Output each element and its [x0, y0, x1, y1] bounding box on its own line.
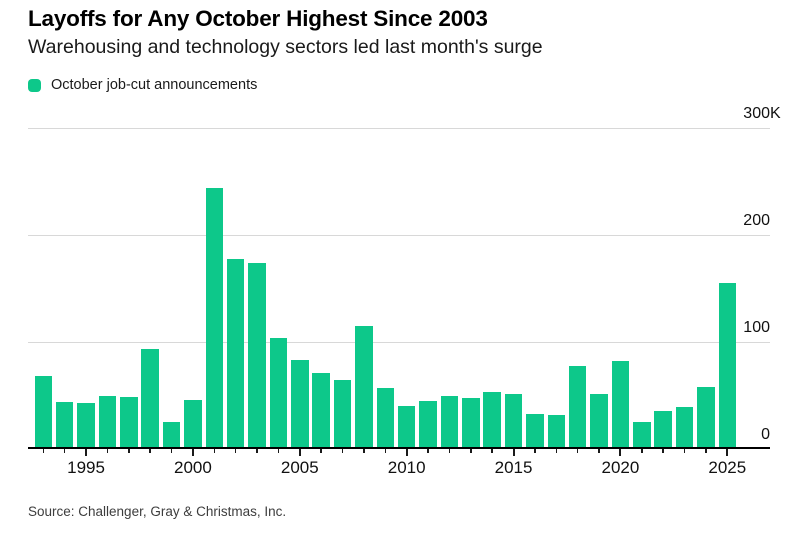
- x-tick-2012: [448, 449, 451, 453]
- bar-2003: [248, 262, 266, 447]
- x-tick-2002: [234, 449, 237, 453]
- bar-2009: [376, 388, 395, 447]
- x-tick-2024: [705, 449, 707, 453]
- bar-2015: [504, 393, 523, 447]
- x-axis-label-2005: 2005: [280, 458, 319, 477]
- bar-2025: [718, 283, 737, 447]
- x-axis-label-2015: 2015: [494, 458, 533, 477]
- x-tick-2006: [320, 449, 322, 453]
- gridline-100: [28, 342, 770, 343]
- y-axis-label-200: 200: [743, 212, 770, 229]
- x-axis-label-2010: 2010: [387, 458, 426, 477]
- bar-2008: [355, 326, 373, 447]
- bar-1994: [55, 402, 74, 447]
- y-axis-label-300K: 300 K: [743, 105, 781, 122]
- x-tick-1994: [63, 449, 66, 453]
- bar-2004: [269, 337, 288, 447]
- x-tick-2000: [191, 449, 194, 456]
- bar-2005: [291, 360, 309, 447]
- bar-2019: [590, 393, 608, 447]
- bar-2024: [697, 387, 715, 447]
- x-tick-2022: [662, 449, 664, 453]
- x-tick-2005: [298, 449, 301, 456]
- bar-2006: [312, 373, 330, 447]
- legend-swatch-icon: [28, 78, 41, 92]
- x-tick-1993: [42, 449, 45, 453]
- x-axis-label-1995: 1995: [67, 458, 105, 477]
- bar-2001: [205, 188, 224, 447]
- plot-area: 0 100 200 300 K 1995 2000 2005 2010 2015 2020 2025: [28, 106, 781, 477]
- x-tick-2008: [363, 449, 365, 453]
- bar-2011: [419, 401, 437, 447]
- bar-1993: [34, 376, 53, 447]
- bar-2012: [440, 395, 459, 447]
- x-tick-1995: [85, 449, 88, 456]
- bar-2018: [568, 365, 587, 447]
- y-axis-label-100: 100: [743, 319, 770, 336]
- bar-2010: [397, 406, 416, 447]
- bar-2017: [547, 414, 566, 447]
- bar-2021: [633, 422, 651, 447]
- bar-2022: [654, 410, 672, 447]
- bar-1999: [162, 422, 181, 447]
- x-tick-2023: [683, 449, 686, 453]
- x-tick-1999: [170, 449, 173, 453]
- bar-2002: [226, 258, 245, 447]
- x-tick-2017: [555, 449, 558, 453]
- bar-2013: [462, 397, 480, 447]
- bar-2007: [333, 379, 352, 447]
- x-tick-2003: [256, 449, 258, 453]
- x-tick-1997: [128, 449, 130, 453]
- x-tick-2013: [470, 449, 472, 453]
- bar-2023: [675, 407, 694, 447]
- x-tick-2004: [277, 449, 280, 453]
- gridline-200: [28, 235, 770, 236]
- x-tick-1998: [149, 449, 151, 453]
- x-tick-2009: [384, 449, 387, 453]
- legend-label: October job-cut announcements: [51, 77, 258, 93]
- x-tick-2019: [598, 449, 600, 453]
- bar-2020: [611, 361, 630, 447]
- x-tick-2021: [641, 449, 643, 453]
- x-tick-2016: [534, 449, 536, 453]
- chart-subtitle: Warehousing and technology sectors led l…: [28, 36, 543, 58]
- x-tick-2014: [491, 449, 493, 453]
- bar-1998: [141, 348, 159, 447]
- x-tick-2011: [427, 449, 429, 453]
- gridline-300K: [28, 128, 770, 129]
- x-tick-2025: [726, 449, 729, 456]
- bar-2014: [483, 392, 501, 447]
- y-axis-unit: K: [770, 105, 781, 122]
- x-axis-label-2000: 2000: [174, 458, 212, 477]
- bar-1996: [98, 395, 117, 447]
- bar-1997: [120, 396, 138, 447]
- x-axis-label-2020: 2020: [601, 458, 640, 477]
- x-tick-2010: [405, 449, 408, 456]
- bar-2016: [526, 413, 544, 447]
- bar-2000: [184, 399, 202, 447]
- x-axis-label-2025: 2025: [708, 458, 747, 477]
- x-tick-2020: [619, 449, 622, 456]
- chart-title: Layoffs for Any October Highest Since 20…: [28, 6, 488, 31]
- x-tick-2015: [512, 449, 515, 456]
- bar-1995: [77, 403, 95, 447]
- y-axis-label-0: 0: [761, 426, 770, 443]
- x-tick-2018: [576, 449, 579, 453]
- x-tick-2001: [213, 449, 216, 453]
- x-tick-2007: [341, 449, 344, 453]
- x-tick-1996: [106, 449, 109, 453]
- legend: October job-cut announcements: [28, 77, 257, 93]
- source-note: Source: Challenger, Gray & Christmas, In…: [28, 504, 287, 519]
